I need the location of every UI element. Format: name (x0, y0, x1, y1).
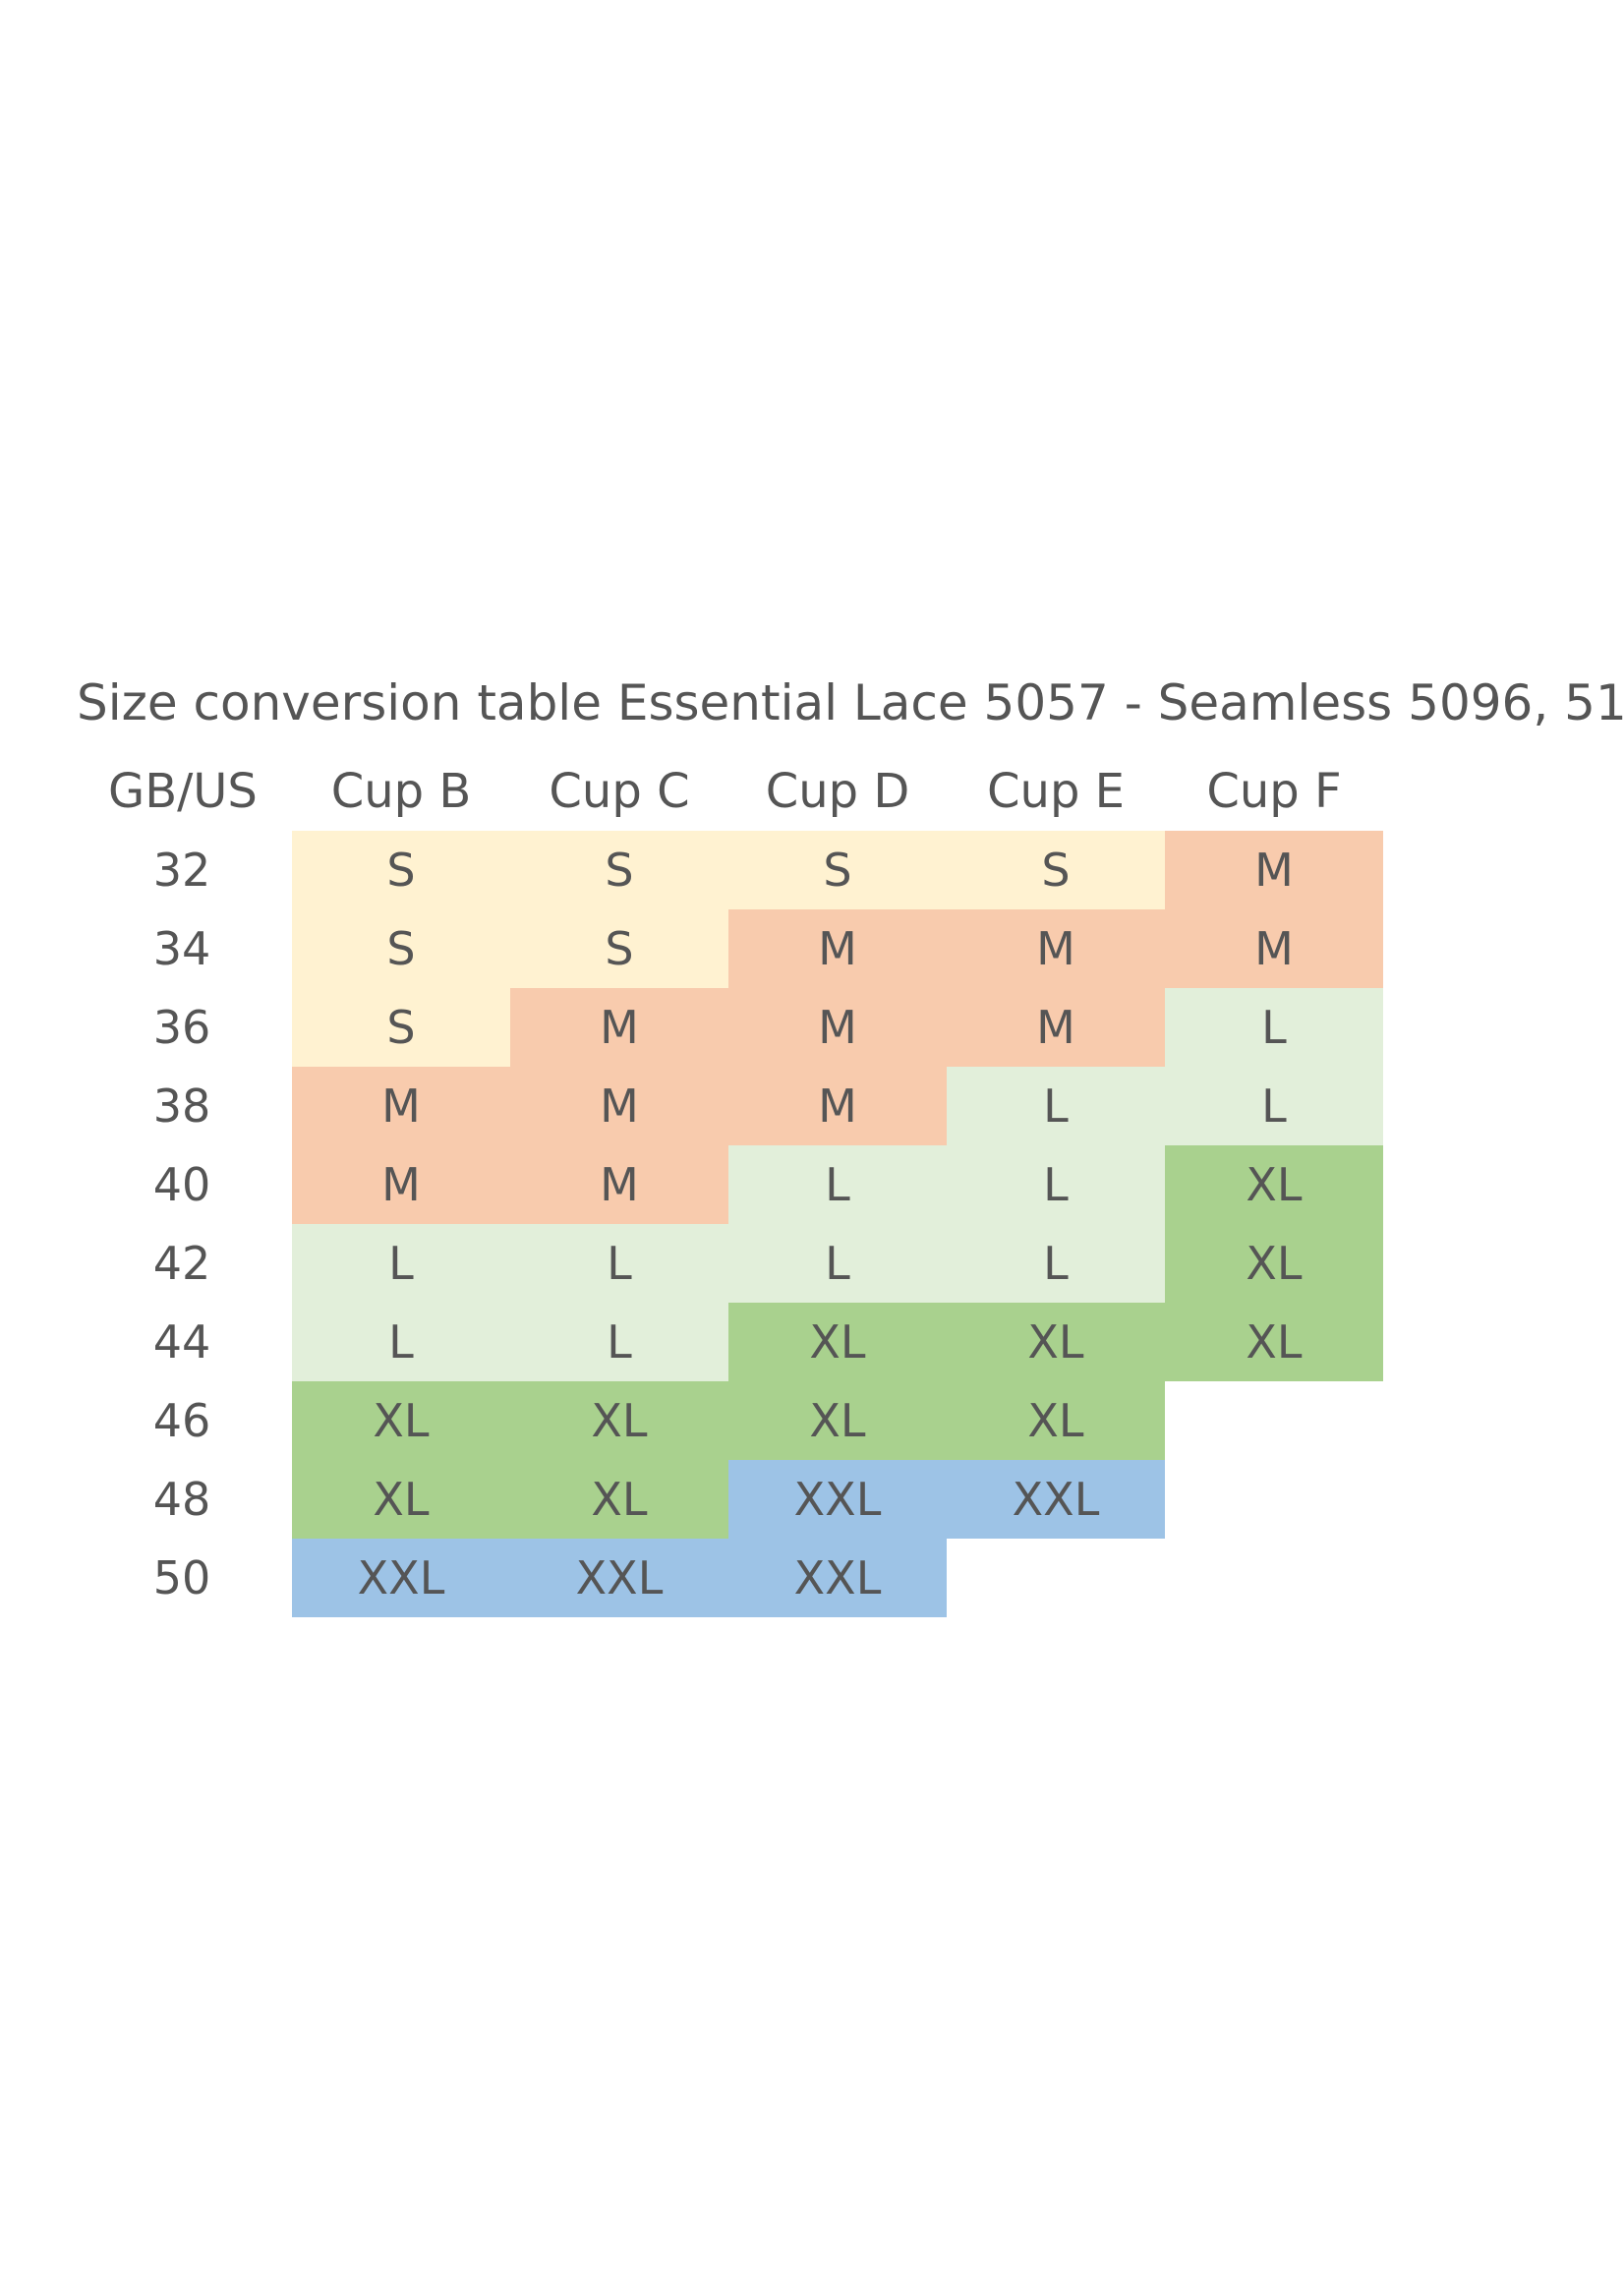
size-cell: L (1165, 988, 1383, 1067)
band-size-label: 48 (152, 1473, 211, 1526)
size-cell: L (292, 1303, 510, 1381)
size-cell: XL (947, 1303, 1165, 1381)
size-cell: S (292, 909, 510, 988)
size-cell: L (947, 1067, 1165, 1145)
band-size-label: 34 (152, 922, 211, 975)
band-size-label: 36 (152, 1001, 211, 1054)
header-cup-c: Cup C (549, 764, 690, 819)
size-table: 32 S S S S M 34 S S M M M 36 S M M M L 38 M M M L L 40 M M L L XL 42 L L… (0, 831, 1624, 1617)
header-band: GB/US (108, 764, 258, 819)
size-cell: M (728, 988, 947, 1067)
band-size-label: 44 (152, 1315, 211, 1369)
size-cell: S (947, 831, 1165, 909)
band-size-label: 38 (152, 1079, 211, 1133)
size-cell: M (510, 1067, 728, 1145)
size-cell: M (1165, 831, 1383, 909)
size-cell: S (728, 831, 947, 909)
band-size-label: 46 (152, 1394, 211, 1447)
page-title: Size conversion table Essential Lace 505… (77, 674, 1624, 731)
size-cell: S (292, 831, 510, 909)
size-cell: XL (1165, 1224, 1383, 1303)
size-cell: L (510, 1303, 728, 1381)
size-cell: L (947, 1145, 1165, 1224)
size-cell: L (1165, 1067, 1383, 1145)
size-cell: XL (510, 1381, 728, 1460)
size-cell: XXL (292, 1539, 510, 1617)
size-cell: S (292, 988, 510, 1067)
size-cell: M (1165, 909, 1383, 988)
header-cup-d: Cup D (765, 764, 910, 819)
size-cell: L (510, 1224, 728, 1303)
size-cell: L (728, 1145, 947, 1224)
size-cell: M (510, 988, 728, 1067)
size-cell: XXL (510, 1539, 728, 1617)
size-cell: XL (1165, 1303, 1383, 1381)
size-cell: XL (1165, 1145, 1383, 1224)
size-cell: M (510, 1145, 728, 1224)
size-cell: XXL (728, 1460, 947, 1539)
size-cell: L (728, 1224, 947, 1303)
band-size-label: 40 (152, 1158, 211, 1211)
band-size-label: 50 (152, 1551, 211, 1604)
size-cell: M (292, 1145, 510, 1224)
size-cell: M (292, 1067, 510, 1145)
size-cell: XL (947, 1381, 1165, 1460)
size-cell: XXL (728, 1539, 947, 1617)
size-cell: L (947, 1224, 1165, 1303)
table-header-row: GB/US Cup B Cup C Cup D Cup E Cup F (0, 752, 1624, 831)
size-cell: XL (728, 1381, 947, 1460)
size-cell: S (510, 831, 728, 909)
band-size-label: 32 (152, 844, 211, 897)
header-cup-e: Cup E (987, 764, 1125, 819)
size-cell: L (292, 1224, 510, 1303)
size-cell: M (947, 909, 1165, 988)
size-cell: XL (510, 1460, 728, 1539)
size-cell: XL (728, 1303, 947, 1381)
band-size-label: 42 (152, 1237, 211, 1290)
header-cup-f: Cup F (1206, 764, 1342, 819)
size-cell: XL (292, 1460, 510, 1539)
size-cell: XXL (947, 1460, 1165, 1539)
size-cell: M (947, 988, 1165, 1067)
header-cup-b: Cup B (330, 764, 472, 819)
size-cell: M (728, 909, 947, 988)
size-cell: XL (292, 1381, 510, 1460)
size-cell: M (728, 1067, 947, 1145)
size-cell: S (510, 909, 728, 988)
